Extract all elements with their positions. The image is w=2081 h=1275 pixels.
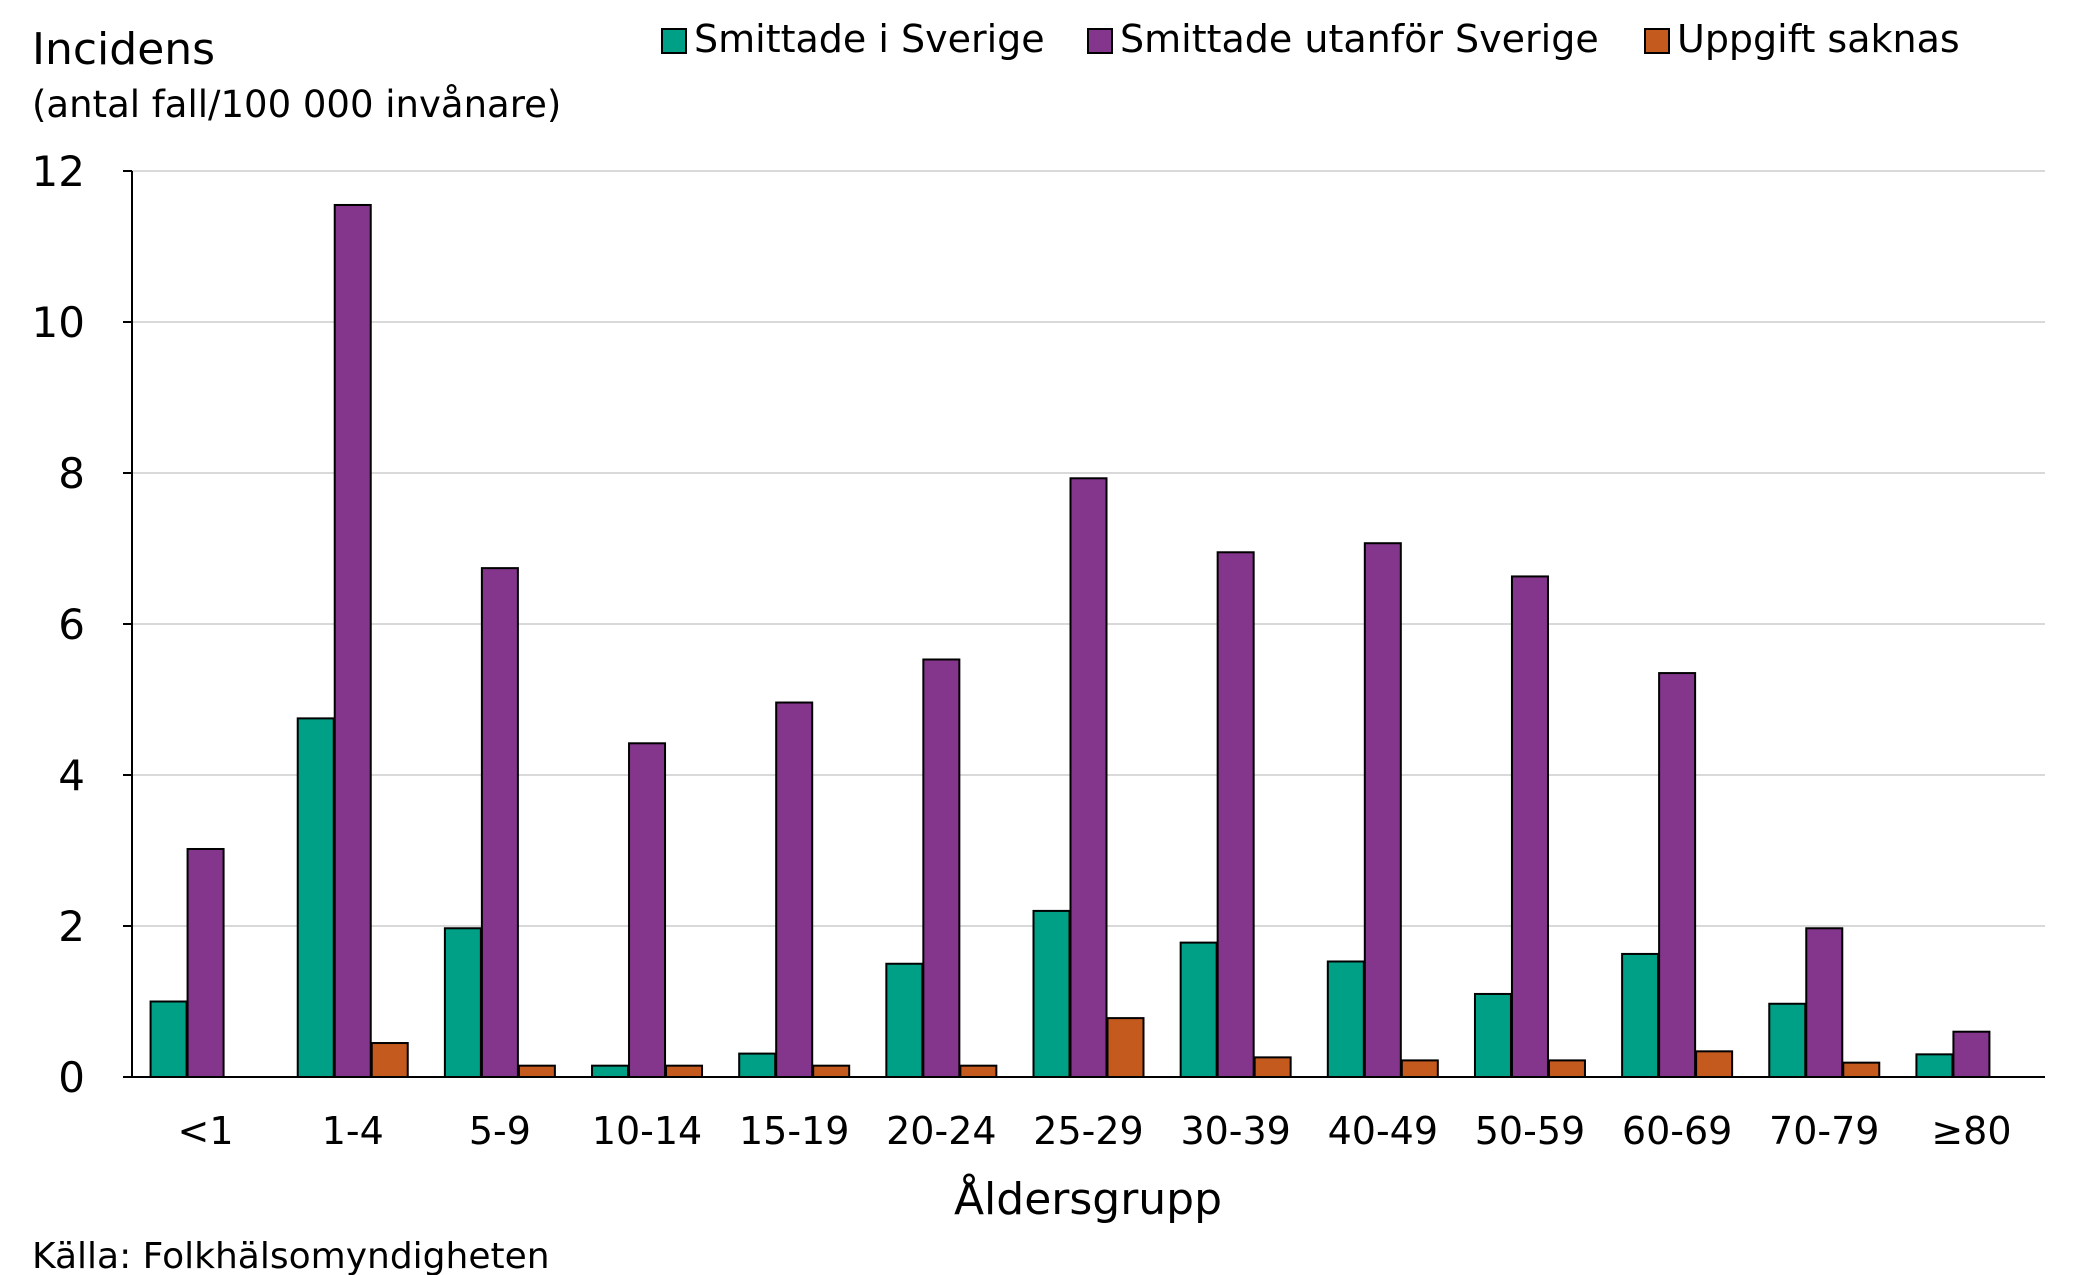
bar-uppgift-saknas-4 xyxy=(812,1064,851,1079)
bar-uppgift-saknas-3 xyxy=(665,1064,704,1079)
chart-title: Incidens xyxy=(32,24,215,75)
bar-smittade-i-sverige-1 xyxy=(296,717,335,1078)
y-tick-label: 4 xyxy=(58,751,85,800)
bar-smittade-i-sverige-4 xyxy=(738,1052,777,1078)
bar-smittade-utanf-r-sverige-10 xyxy=(1658,672,1697,1078)
bar-smittade-utanf-r-sverige-12 xyxy=(1952,1030,1991,1078)
legend-swatch xyxy=(661,28,687,54)
bar-smittade-i-sverige-10 xyxy=(1621,952,1660,1078)
bar-uppgift-saknas-10 xyxy=(1695,1050,1734,1078)
y-tick-label: 0 xyxy=(58,1053,85,1102)
x-tick-label: 70-79 xyxy=(1769,1109,1879,1153)
bar-smittade-i-sverige-0 xyxy=(149,1000,188,1078)
x-tick-label: 10-14 xyxy=(592,1109,702,1153)
bar-smittade-utanf-r-sverige-9 xyxy=(1510,575,1549,1078)
x-tick-label: 25-29 xyxy=(1033,1109,1143,1153)
y-tick-label: 2 xyxy=(58,902,85,951)
legend-label: Uppgift saknas xyxy=(1677,17,1960,61)
x-tick-label: ≥80 xyxy=(1931,1109,2011,1153)
x-tick-label: 30-39 xyxy=(1180,1109,1290,1153)
legend-swatch xyxy=(1087,28,1113,54)
bar-smittade-i-sverige-3 xyxy=(591,1064,630,1079)
bars xyxy=(149,203,1991,1079)
bar-smittade-utanf-r-sverige-2 xyxy=(480,567,519,1078)
bar-smittade-i-sverige-9 xyxy=(1473,992,1512,1079)
bar-smittade-i-sverige-2 xyxy=(443,927,482,1079)
x-tick-label: 15-19 xyxy=(739,1109,849,1153)
x-tick-label: 20-24 xyxy=(886,1109,996,1153)
bar-smittade-utanf-r-sverige-3 xyxy=(628,742,667,1078)
bar-smittade-utanf-r-sverige-7 xyxy=(1216,551,1255,1078)
x-tick-label: 1-4 xyxy=(322,1109,384,1153)
bar-uppgift-saknas-1 xyxy=(370,1042,409,1079)
x-axis-label: Åldersgrupp xyxy=(954,1172,1222,1225)
bar-smittade-utanf-r-sverige-4 xyxy=(775,701,814,1079)
bar-smittade-i-sverige-12 xyxy=(1915,1053,1954,1078)
y-tick-label: 10 xyxy=(32,298,85,347)
bar-smittade-utanf-r-sverige-11 xyxy=(1805,927,1844,1079)
bar-smittade-utanf-r-sverige-8 xyxy=(1363,542,1402,1078)
bar-uppgift-saknas-2 xyxy=(517,1064,556,1079)
bar-uppgift-saknas-7 xyxy=(1253,1056,1292,1078)
legend: Smittade i Sverige Smittade utanför Sveri… xyxy=(661,17,1960,61)
bar-smittade-utanf-r-sverige-0 xyxy=(186,847,225,1078)
y-tick-label: 12 xyxy=(32,147,85,196)
x-axis-ticks: <1 1-4 5-9 10-14 15-19 20-24 25-29 30-39 40-49 50… xyxy=(178,1109,2012,1153)
bar-smittade-utanf-r-sverige-1 xyxy=(333,203,372,1079)
x-tick-label: <1 xyxy=(178,1109,234,1153)
bar-smittade-utanf-r-sverige-5 xyxy=(922,658,961,1078)
bar-smittade-utanf-r-sverige-6 xyxy=(1069,477,1108,1079)
x-tick-label: 5-9 xyxy=(469,1109,531,1153)
x-tick-label: 50-59 xyxy=(1475,1109,1585,1153)
y-axis-ticks: 0 2 4 6 8 10 12 xyxy=(32,147,132,1102)
x-tick-label: 60-69 xyxy=(1622,1109,1732,1153)
bar-uppgift-saknas-11 xyxy=(1842,1061,1881,1079)
bar-smittade-i-sverige-7 xyxy=(1179,941,1218,1078)
x-tick-label: 40-49 xyxy=(1328,1109,1438,1153)
bar-uppgift-saknas-5 xyxy=(959,1064,998,1079)
bar-smittade-i-sverige-5 xyxy=(885,962,924,1078)
y-tick-label: 6 xyxy=(58,600,85,649)
legend-label: Smittade i Sverige xyxy=(694,17,1045,61)
legend-label: Smittade utanför Sverige xyxy=(1120,17,1599,61)
bar-smittade-i-sverige-11 xyxy=(1768,1002,1807,1079)
bar-smittade-i-sverige-8 xyxy=(1326,960,1365,1078)
source-note: Källa: Folkhälsomyndigheten xyxy=(32,1236,550,1275)
bar-smittade-i-sverige-6 xyxy=(1032,909,1071,1079)
bar-uppgift-saknas-8 xyxy=(1400,1059,1439,1079)
legend-swatch xyxy=(1644,28,1670,54)
bar-uppgift-saknas-9 xyxy=(1547,1059,1586,1079)
bar-uppgift-saknas-6 xyxy=(1106,1017,1145,1078)
y-tick-label: 8 xyxy=(58,449,85,498)
chart-subtitle: (antal fall/100 000 invånare) xyxy=(32,83,561,126)
